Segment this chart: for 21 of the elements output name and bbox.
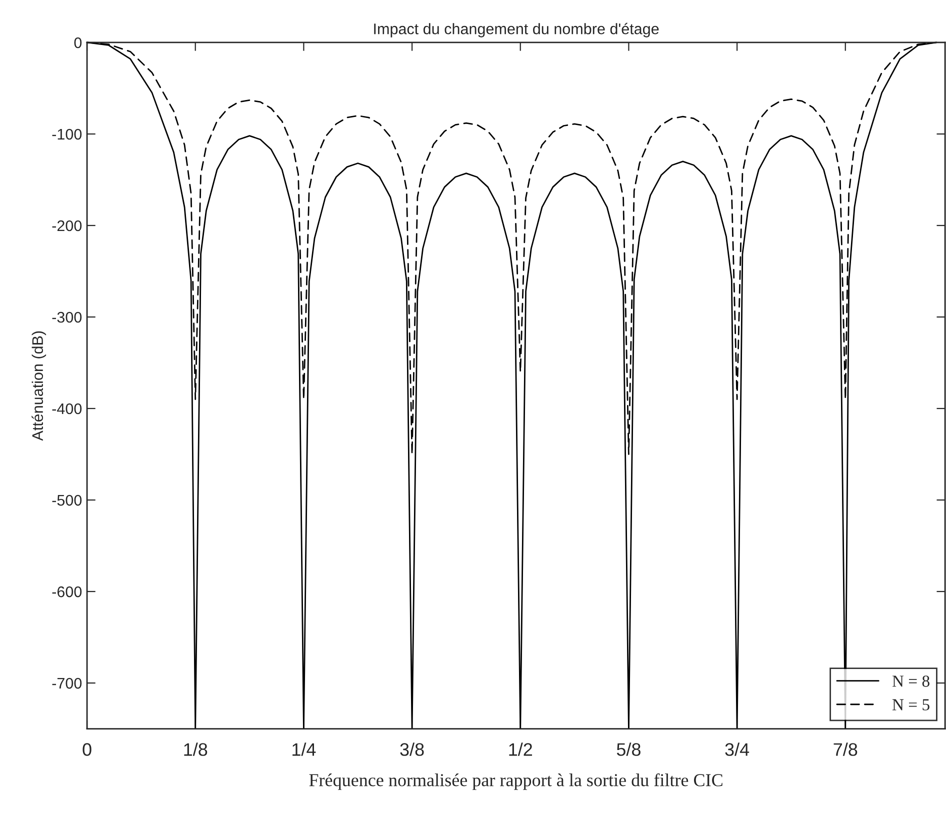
x-tick-label: 0: [82, 743, 92, 756]
y-tick-label: -100: [52, 128, 82, 140]
y-tick-label: -600: [52, 586, 82, 598]
legend-label: N = 5: [892, 699, 930, 710]
x-axis-title: Fréquence normalisée par rapport à la sortie du filtre CIC: [309, 773, 722, 790]
y-axis-title: Atténuation (dB): [32, 331, 46, 441]
y-tick-label: -400: [52, 403, 82, 414]
chart-title: Impact du changement du nombre d'étage: [374, 22, 659, 38]
x-tick-label: 1/4: [292, 742, 316, 756]
x-tick-label: 3/4: [725, 742, 750, 756]
y-tick-label: -700: [52, 678, 82, 689]
x-tick-label: 3/8: [400, 742, 424, 756]
y-tick-label: 0: [74, 37, 82, 48]
x-tick-label: 1/2: [509, 742, 532, 756]
x-tick-label: 1/8: [184, 742, 208, 756]
y-tick-label: -300: [52, 312, 82, 323]
x-tick-label: 7/8: [834, 742, 858, 756]
y-tick-label: -200: [52, 220, 82, 232]
legend-label: N = 8: [892, 676, 930, 687]
x-tick-label: 5/8: [616, 742, 640, 756]
y-tick-label: -500: [52, 494, 82, 506]
